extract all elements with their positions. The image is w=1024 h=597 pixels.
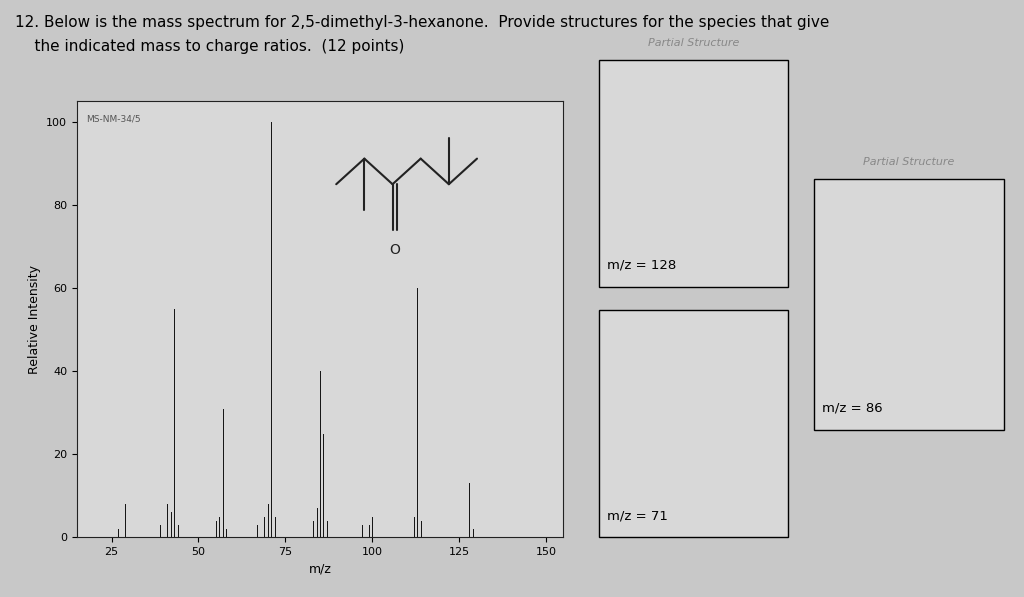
Text: Partial Structure: Partial Structure [648,38,739,48]
Text: the indicated mass to charge ratios.  (12 points): the indicated mass to charge ratios. (12… [15,39,404,54]
X-axis label: m/z: m/z [308,562,332,576]
Text: 12. Below is the mass spectrum for 2,5-dimethyl-3-hexanone.  Provide structures : 12. Below is the mass spectrum for 2,5-d… [15,15,829,30]
Text: O: O [389,243,399,257]
Text: m/z = 86: m/z = 86 [822,402,883,415]
Y-axis label: Relative Intensity: Relative Intensity [28,265,41,374]
Text: MS-NM-34/5: MS-NM-34/5 [86,115,141,124]
Text: m/z = 71: m/z = 71 [607,509,668,522]
Text: Partial Structure: Partial Structure [863,157,954,167]
Text: m/z = 128: m/z = 128 [607,259,677,272]
